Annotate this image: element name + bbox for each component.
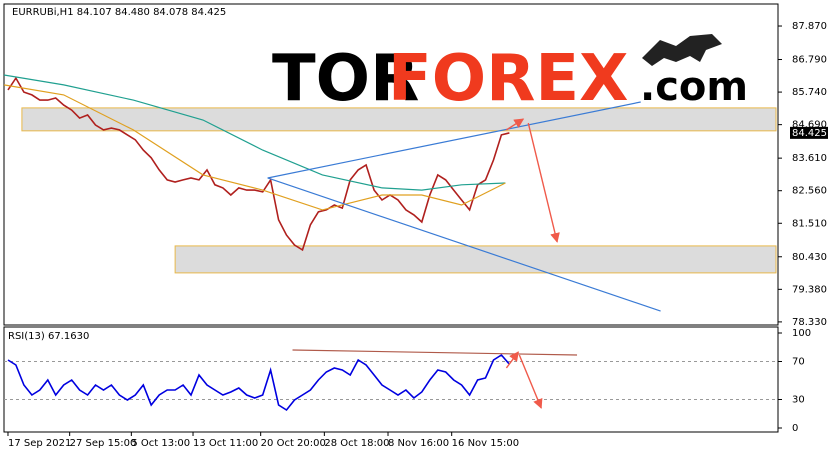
y-tick-label: 30: [792, 395, 805, 406]
logo-tor: TOR: [272, 42, 419, 116]
x-tick-label: 16 Nov 15:00: [452, 438, 519, 449]
series-line: [7, 76, 510, 252]
trend-line: [267, 101, 641, 179]
watermark: TOR FOREX .com: [272, 34, 748, 116]
x-tick-label: 5 Oct 13:00: [131, 438, 190, 449]
x-tick-label: 17 Sep 2021: [8, 438, 71, 449]
forecast-arrow: [518, 354, 543, 409]
last-price-label: 84.425: [792, 128, 827, 139]
rsi-title: RSI(13) 67.1630: [8, 331, 89, 342]
y-tick-label: 84.690: [792, 120, 827, 131]
zone: [174, 245, 777, 274]
y-tick-label: 79.380: [792, 284, 827, 295]
x-tick-label: 8 Nov 16:00: [388, 438, 449, 449]
y-tick-label: 78.330: [792, 317, 827, 328]
zone: [21, 107, 777, 132]
last-price-tag: [790, 126, 828, 139]
series-line: [3, 84, 506, 211]
x-tick-label: 13 Oct 11:00: [193, 438, 258, 449]
y-tick-label: 100: [792, 328, 811, 339]
series-line: [7, 353, 511, 412]
y-tick-label: 85.740: [792, 87, 827, 98]
trend-line: [267, 177, 661, 312]
logo-forex: FOREX: [388, 42, 628, 116]
series-line: [3, 74, 506, 191]
y-tick-label: 0: [792, 423, 798, 434]
y-tick-label: 86.790: [792, 55, 827, 66]
x-tick-label: 27 Sep 15:00: [70, 438, 137, 449]
y-tick-label: 70: [792, 356, 805, 367]
x-tick-label: 28 Oct 18:00: [324, 438, 389, 449]
y-tick-label: 83.610: [792, 153, 827, 164]
y-tick-label: 81.510: [792, 218, 827, 229]
main-panel-frame: [3, 3, 779, 326]
rsi-panel-frame: [3, 326, 779, 433]
y-tick-label: 87.870: [792, 21, 827, 32]
forecast-arrow: [505, 351, 519, 369]
forecast-arrow: [506, 118, 525, 131]
y-tick-label: 80.430: [792, 252, 827, 263]
logo-bull: [642, 34, 722, 66]
forecast-arrow: [527, 122, 560, 243]
trend-line: [292, 349, 578, 356]
chart-title: EURRUBi,H1 84.107 84.480 84.078 84.425: [12, 7, 226, 18]
y-tick-label: 82.560: [792, 186, 827, 197]
x-tick-label: 20 Oct 20:00: [261, 438, 326, 449]
logo-com: .com: [640, 64, 748, 110]
